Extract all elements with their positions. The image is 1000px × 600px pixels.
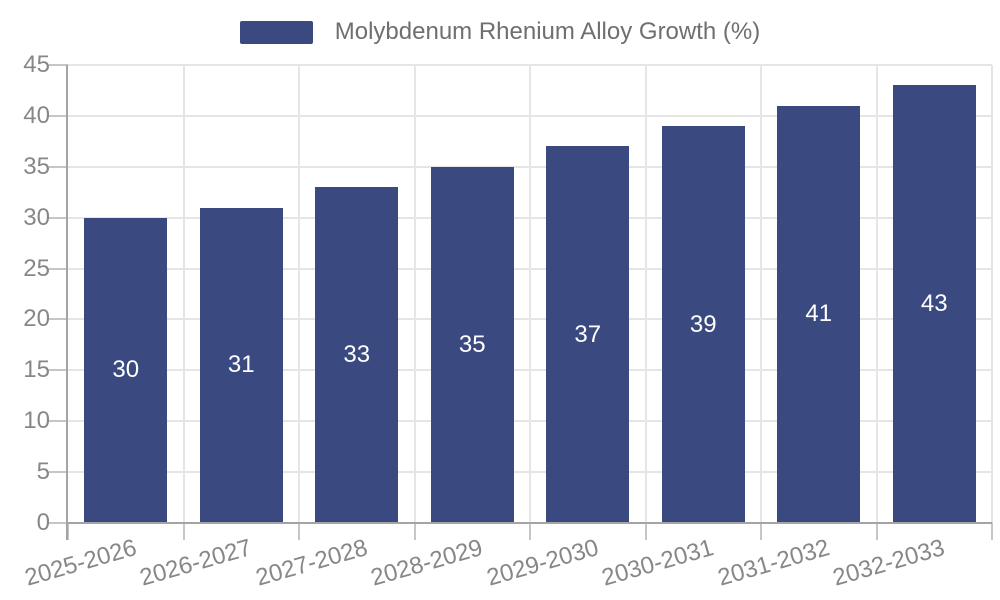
y-axis-tick-label: 40 (23, 101, 50, 129)
x-axis-tick-label: 2027-2028 (252, 534, 371, 592)
x-axis-tick (182, 523, 185, 540)
x-axis-tick (298, 523, 300, 540)
bar[interactable] (892, 85, 976, 523)
legend-label: Molybdenum Rhenium Alloy Growth (%) (334, 18, 761, 45)
v-gridline (760, 65, 762, 523)
bar[interactable] (661, 126, 745, 523)
bar-value-label: 33 (343, 341, 371, 369)
y-axis-tick-label: 10 (23, 407, 50, 435)
v-gridline (991, 65, 993, 523)
bar-value-label: 35 (458, 330, 486, 358)
bar[interactable] (199, 207, 283, 523)
x-axis-tick (67, 523, 69, 540)
v-gridline (298, 65, 300, 523)
x-axis-tick (760, 523, 762, 540)
bar-value-label: 43 (920, 290, 948, 318)
v-gridline (644, 65, 647, 523)
legend-swatch (239, 20, 313, 44)
bar-value-label: 31 (227, 351, 255, 379)
y-axis-tick-label: 20 (23, 305, 50, 333)
y-axis-tick (49, 165, 68, 168)
x-axis-tick-label: 2029-2030 (483, 534, 602, 592)
x-axis-tick-label: 2031-2032 (714, 534, 833, 592)
x-axis-tick (529, 523, 531, 540)
x-axis-tick-label: 2026-2027 (137, 534, 256, 592)
v-gridline (875, 65, 878, 523)
legend[interactable]: Molybdenum Rhenium Alloy Growth (%) (0, 18, 1000, 46)
bar[interactable] (546, 146, 630, 523)
y-axis-tick (49, 216, 68, 219)
x-axis-tick (875, 523, 878, 540)
y-axis-tick-label: 0 (36, 509, 50, 536)
v-gridline (413, 65, 416, 523)
x-axis-tick-label: 2032-2033 (830, 534, 949, 592)
x-axis-tick-label: 2030-2031 (599, 534, 718, 592)
y-axis-tick-label: 35 (23, 152, 50, 180)
bar-value-label: 30 (112, 356, 140, 384)
bar[interactable] (430, 166, 514, 523)
bar-value-label: 37 (574, 320, 602, 348)
y-axis-tick (49, 64, 68, 66)
y-axis-tick-label: 15 (23, 356, 50, 384)
y-axis-tick (49, 522, 68, 524)
bar-value-label: 39 (689, 310, 717, 338)
x-axis-tick-label: 2028-2029 (368, 534, 487, 592)
bar-value-label: 41 (805, 300, 833, 328)
y-axis-tick (49, 369, 68, 372)
bar[interactable] (315, 187, 399, 523)
y-axis-tick-label: 5 (36, 458, 50, 486)
y-axis-tick (49, 318, 68, 321)
y-axis-tick-label: 25 (23, 254, 50, 282)
x-axis-tick (991, 523, 993, 540)
v-gridline (529, 65, 531, 523)
y-axis-tick (49, 267, 68, 270)
x-axis-tick (644, 523, 647, 540)
bar[interactable] (84, 217, 168, 523)
bar[interactable] (777, 105, 861, 523)
x-axis-tick-label: 2025-2026 (21, 534, 140, 592)
y-axis-tick-label: 30 (23, 203, 50, 231)
y-axis-tick (49, 420, 68, 423)
plot-area: 30 31 33 35 37 39 41 43 (68, 64, 993, 523)
y-axis-tick (49, 114, 68, 117)
v-gridline (182, 65, 185, 523)
x-axis-tick (413, 523, 416, 540)
y-axis-tick-label: 45 (23, 51, 50, 78)
y-axis-tick (49, 471, 68, 474)
